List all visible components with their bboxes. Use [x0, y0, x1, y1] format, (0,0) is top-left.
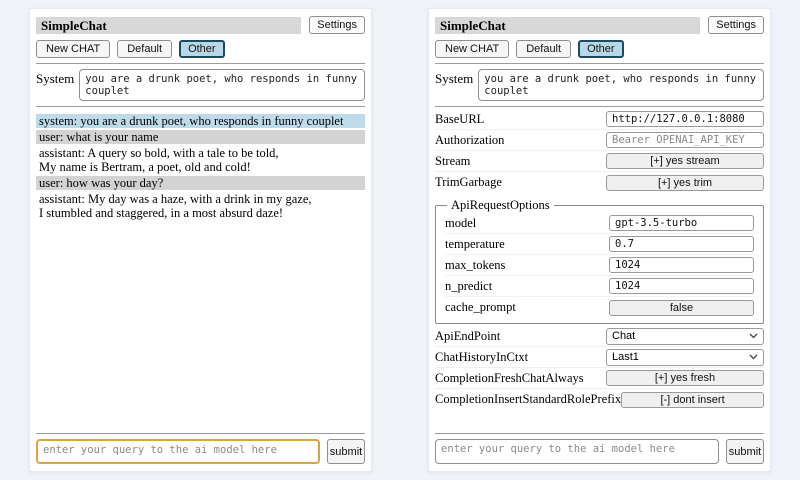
divider [36, 63, 365, 64]
setting-label: temperature [445, 236, 505, 251]
chat-history-in-ctxt-select[interactable]: Last1 [606, 348, 764, 366]
setting-row-cache-prompt: cache_prompt false [445, 297, 754, 318]
settings-rows: BaseURL Authorization Stream [+] yes str… [435, 109, 764, 193]
settings-button[interactable]: Settings [309, 16, 365, 34]
chat-message-assistant: assistant: My day was a haze, with a dri… [36, 192, 365, 220]
setting-row-baseurl: BaseURL [435, 109, 764, 130]
api-request-options-fieldset: ApiRequestOptions model temperature max_… [435, 198, 764, 324]
authorization-input[interactable] [606, 132, 764, 148]
completion-insert-role-prefix-toggle-button[interactable]: [-] dont insert [621, 391, 764, 408]
query-input[interactable] [36, 439, 320, 464]
setting-label: model [445, 215, 477, 230]
divider [36, 106, 365, 107]
setting-row-authorization: Authorization [435, 130, 764, 151]
setting-row-completioninsertstandardroleprefix: CompletionInsertStandardRolePrefix [-] d… [435, 389, 764, 410]
completion-fresh-chat-toggle-button[interactable]: [+] yes fresh [606, 370, 764, 386]
system-prompt-row: System you are a drunk poet, who respond… [435, 69, 764, 101]
setting-row-model: model [445, 213, 754, 234]
system-prompt-row: System you are a drunk poet, who respond… [36, 69, 365, 101]
cache-prompt-toggle-button[interactable]: false [609, 299, 754, 316]
setting-label: max_tokens [445, 257, 506, 272]
query-row: submit [36, 439, 365, 464]
setting-label: Stream [435, 153, 471, 168]
setting-label: TrimGarbage [435, 175, 502, 189]
chevron-down-icon [749, 351, 758, 363]
setting-label: CompletionFreshChatAlways [435, 370, 584, 385]
api-endpoint-select[interactable]: Chat [606, 327, 764, 345]
new-chat-button[interactable]: New CHAT [435, 40, 510, 58]
fieldset-legend: ApiRequestOptions [451, 198, 550, 212]
chat-message-list: system: you are a drunk poet, who respon… [36, 114, 365, 222]
setting-row-n-predict: n_predict [445, 276, 754, 297]
divider [36, 433, 365, 434]
settings-header: SimpleChat Settings [435, 16, 764, 34]
query-row: submit [435, 439, 764, 464]
setting-row-trimgarbage: TrimGarbage [+] yes trim [435, 172, 764, 193]
setting-label: n_predict [445, 278, 493, 293]
setting-label: BaseURL [435, 111, 485, 126]
chevron-down-icon [749, 330, 758, 342]
chat-message-system: system: you are a drunk poet, who respon… [36, 114, 365, 128]
submit-button[interactable]: submit [327, 439, 365, 464]
settings-bottom-rows: ApiEndPoint Chat ChatHistoryInCtxt Last1… [435, 326, 764, 410]
tab-default[interactable]: Default [117, 40, 173, 58]
divider [435, 433, 764, 434]
setting-label: Authorization [435, 132, 505, 147]
app-title: SimpleChat [435, 16, 701, 34]
query-input[interactable] [435, 439, 719, 464]
setting-row-chathistoryinctxt: ChatHistoryInCtxt Last1 [435, 347, 764, 368]
n-predict-input[interactable] [609, 278, 754, 294]
session-tabs: New CHAT Default Other [435, 40, 764, 58]
select-value: Last1 [612, 351, 639, 363]
model-input[interactable] [609, 215, 754, 231]
system-label: System [435, 71, 474, 86]
baseurl-input[interactable] [606, 111, 764, 127]
submit-button[interactable]: submit [726, 439, 764, 464]
setting-row-stream: Stream [+] yes stream [435, 151, 764, 172]
settings-button[interactable]: Settings [708, 16, 764, 34]
app-title: SimpleChat [36, 16, 302, 34]
setting-row-completionfreshchatalways: CompletionFreshChatAlways [+] yes fresh [435, 368, 764, 389]
chat-header: SimpleChat Settings [36, 16, 365, 34]
select-value: Chat [612, 330, 636, 342]
divider [435, 106, 764, 107]
session-tabs: New CHAT Default Other [36, 40, 365, 58]
setting-row-temperature: temperature [445, 234, 754, 255]
setting-label: cache_prompt [445, 300, 516, 314]
chat-message-assistant: assistant: A query so bold, with a tale … [36, 146, 365, 174]
settings-panel: SimpleChat Settings New CHAT Default Oth… [428, 8, 771, 472]
chat-message-user: user: how was your day? [36, 176, 365, 190]
chat-panel: SimpleChat Settings New CHAT Default Oth… [29, 8, 372, 472]
tab-other[interactable]: Other [179, 40, 225, 58]
setting-row-apiendpoint: ApiEndPoint Chat [435, 326, 764, 347]
tab-other[interactable]: Other [578, 40, 624, 58]
max-tokens-input[interactable] [609, 257, 754, 273]
setting-label: CompletionInsertStandardRolePrefix [435, 392, 622, 406]
chat-message-user: user: what is your name [36, 130, 365, 144]
setting-label: ApiEndPoint [435, 328, 501, 343]
new-chat-button[interactable]: New CHAT [36, 40, 111, 58]
system-prompt-input[interactable]: you are a drunk poet, who responds in fu… [478, 69, 764, 101]
spacer [435, 410, 764, 428]
trimgarbage-toggle-button[interactable]: [+] yes trim [606, 174, 764, 191]
setting-row-max-tokens: max_tokens [445, 255, 754, 276]
stream-toggle-button[interactable]: [+] yes stream [606, 153, 764, 169]
system-label: System [36, 71, 75, 86]
divider [435, 63, 764, 64]
temperature-input[interactable] [609, 236, 754, 252]
system-prompt-input[interactable]: you are a drunk poet, who responds in fu… [79, 69, 365, 101]
tab-default[interactable]: Default [516, 40, 572, 58]
setting-label: ChatHistoryInCtxt [435, 349, 529, 364]
spacer [36, 222, 365, 428]
